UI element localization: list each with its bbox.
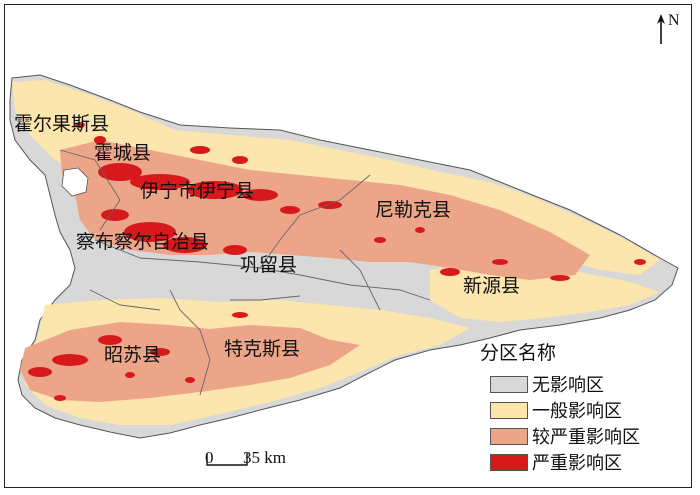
legend-item-none: 无影响区 (490, 371, 682, 397)
legend-item-severe: 严重影响区 (490, 449, 682, 475)
legend-item-general: 一般影响区 (490, 397, 682, 423)
legend-label-none: 无影响区 (532, 375, 604, 396)
north-label: N (668, 12, 680, 29)
legend-title: 分区名称 (480, 342, 557, 364)
zone-severe (28, 122, 646, 401)
legend: 分区名称 无影响区 一般影响区 较严重影响区 严重影响区 (452, 344, 682, 475)
legend-swatch-severe (490, 453, 528, 471)
legend-item-relatively-severe: 较严重影响区 (490, 423, 682, 449)
lake (61, 167, 89, 197)
label-zhaosu: 昭苏县 (104, 344, 162, 366)
label-gongliu: 巩留县 (240, 254, 298, 276)
north-arrow-icon (657, 14, 665, 44)
legend-label-severe: 严重影响区 (532, 453, 622, 474)
legend-swatch-general (490, 401, 528, 419)
zone-general-east (430, 262, 660, 322)
label-huocheng: 霍城县 (94, 142, 152, 164)
label-xinyuan: 新源县 (463, 275, 521, 297)
scale-end: 35 km (243, 448, 286, 467)
zone-relatively-severe-mid (200, 325, 330, 368)
label-nileke: 尼勒克县 (375, 199, 452, 221)
scale-start: 0 (205, 448, 214, 467)
legend-swatch-relatively-severe (490, 427, 528, 445)
scale-bar-line (206, 453, 248, 466)
legend-label-general: 一般影响区 (532, 401, 622, 422)
legend-swatch-none (490, 375, 528, 393)
zone-none-interior (85, 262, 420, 302)
county-boundaries (59, 149, 431, 396)
label-yining: 伊宁市伊宁县 (140, 180, 255, 202)
label-huoerguosi: 霍尔果斯县 (14, 113, 110, 135)
label-chabuchaer: 察布察尔自治县 (76, 231, 210, 253)
legend-label-relatively-severe: 较严重影响区 (532, 427, 640, 448)
label-tekesi: 特克斯县 (224, 338, 301, 360)
